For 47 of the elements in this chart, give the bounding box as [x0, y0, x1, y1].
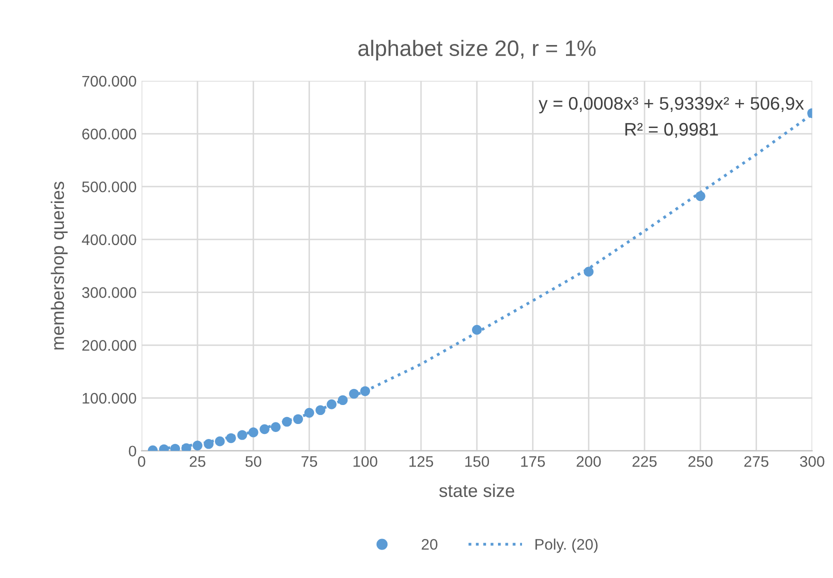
point [472, 324, 482, 335]
y-tick-label: 0 [128, 446, 136, 457]
point [316, 405, 326, 416]
x-tick-label: 50 [245, 456, 262, 467]
point [270, 422, 281, 432]
point [338, 395, 348, 406]
point [696, 191, 706, 202]
x-tick-label: 300 [800, 456, 824, 467]
x-tick-label: 25 [190, 456, 206, 467]
x-tick-label: 250 [688, 456, 713, 467]
y-tick-label: 300.000 [82, 287, 136, 298]
point [248, 427, 258, 438]
x-tick-label: 175 [521, 456, 545, 467]
point [326, 399, 337, 410]
point [584, 266, 594, 277]
legend-label: Poly. (20) [535, 538, 598, 553]
x-tick-label: 200 [576, 456, 601, 467]
y-tick-label: 700.000 [82, 76, 136, 87]
point [304, 408, 314, 418]
x-tick-label: 0 [138, 456, 146, 467]
y-tick-label: 100.000 [82, 392, 136, 404]
point [360, 386, 370, 396]
x-tick-label: 75 [302, 456, 318, 467]
y-tick-label: 500.000 [82, 181, 136, 192]
x-tick-label: 275 [744, 456, 768, 467]
point [204, 439, 214, 449]
y-tick-label: 200.000 [82, 340, 136, 351]
point [293, 414, 303, 424]
point [260, 424, 270, 434]
legend-label: 20 [422, 538, 438, 550]
x-tick-label: 225 [632, 456, 657, 467]
annotation: y = 0,0008x³ + 5,9339x² + 506,9x [538, 97, 804, 114]
x-tick-label: 125 [409, 456, 434, 467]
annotation: R² = 0,9981 [625, 122, 718, 138]
point [214, 436, 225, 446]
point [282, 416, 292, 427]
chart-title: alphabet size 20, r = 1% [358, 40, 596, 61]
point [226, 433, 236, 444]
y-tick-label: 400.000 [82, 234, 136, 246]
point [349, 388, 359, 399]
y-axis-title: membershop queries [50, 182, 68, 350]
x-axis-title: state size [439, 484, 514, 498]
x-tick-label: 150 [465, 456, 490, 467]
y-tick-label: 600.000 [82, 128, 136, 140]
x-tick-label: 100 [354, 456, 378, 467]
point [237, 430, 248, 440]
point [192, 440, 202, 450]
